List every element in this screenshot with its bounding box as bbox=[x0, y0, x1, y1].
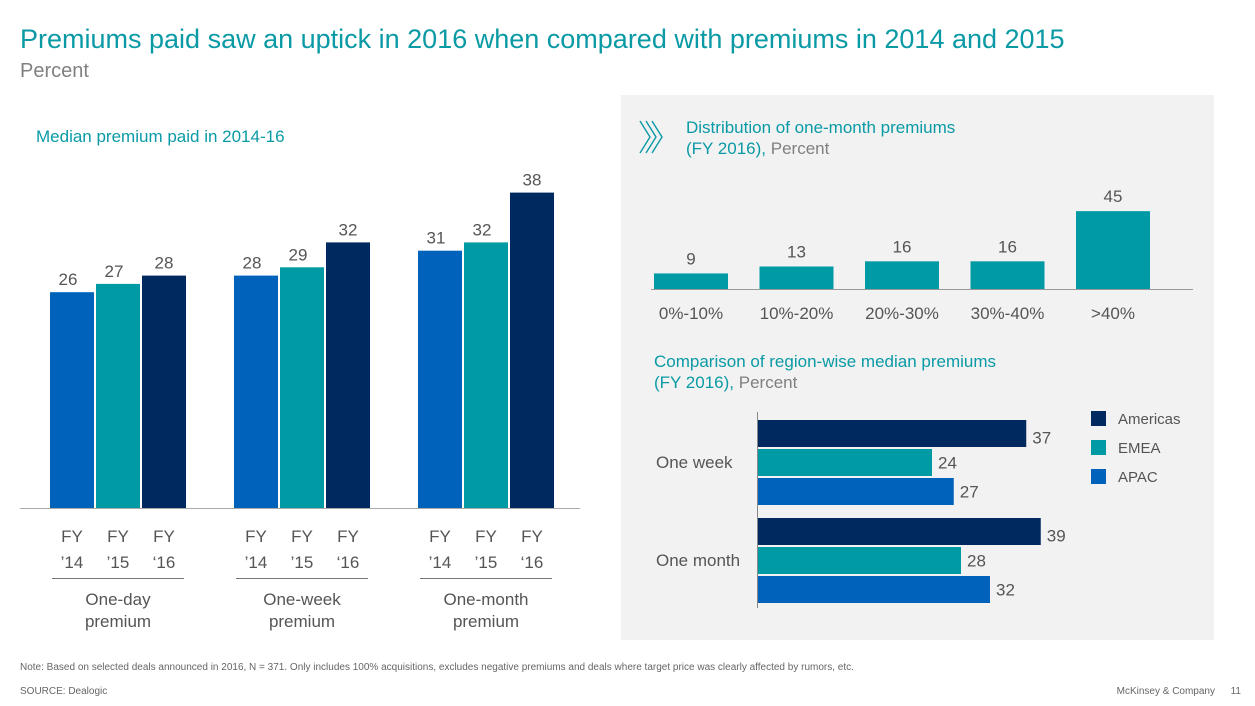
group-label-line1: One-month bbox=[443, 590, 528, 609]
bar-1-1 bbox=[50, 292, 94, 508]
region-value-label: 39 bbox=[1047, 527, 1066, 546]
distribution-value-label: 16 bbox=[998, 237, 1017, 256]
category-label-fy: FY bbox=[291, 527, 313, 546]
distribution-chart: 9 0%-10% 13 10%-20% 16 20%-30% 16 30%-40% 45 >40% bbox=[651, 187, 1193, 323]
bar-2-2 bbox=[280, 267, 324, 508]
legend-label: Americas bbox=[1118, 411, 1181, 428]
distribution-bar-2 bbox=[759, 266, 834, 289]
distribution-bar-5 bbox=[1076, 211, 1150, 289]
distribution-category-label: 10%-20% bbox=[760, 304, 834, 323]
region-value-label: 32 bbox=[996, 581, 1015, 600]
category-label-fy: FY bbox=[61, 527, 83, 546]
bar-2-3 bbox=[326, 242, 370, 508]
region-bar-1-1 bbox=[758, 420, 1027, 447]
legend-swatch-americas bbox=[1091, 411, 1106, 426]
bar-1-3 bbox=[142, 275, 186, 508]
category-label-year: ‘16 bbox=[153, 553, 176, 572]
bar-value-label: 38 bbox=[523, 171, 542, 190]
category-label-year: ‘16 bbox=[337, 553, 360, 572]
distribution-value-label: 13 bbox=[787, 243, 806, 262]
legend-swatch-emea bbox=[1091, 440, 1106, 455]
region-title-line1: Comparison of region-wise median premium… bbox=[654, 352, 997, 371]
group-label-line1: One-week bbox=[263, 590, 341, 609]
distribution-category-label: 0%-10% bbox=[659, 304, 723, 323]
bar-value-label: 32 bbox=[473, 220, 492, 239]
distribution-category-label: 20%-30% bbox=[865, 304, 939, 323]
category-label-year: ‘16 bbox=[521, 553, 544, 572]
category-label-fy: FY bbox=[429, 527, 451, 546]
category-label-fy: FY bbox=[475, 527, 497, 546]
category-label-fy: FY bbox=[153, 527, 175, 546]
group-label-line1: One-day bbox=[85, 590, 151, 609]
distribution-value-label: 16 bbox=[893, 237, 912, 256]
median-premium-chart: 262831272932283238FY’14FY’15FY‘16One-day… bbox=[20, 171, 580, 631]
category-label-year: ’15 bbox=[107, 553, 130, 572]
distribution-chart-title: Distribution of one-month premiums (FY 2… bbox=[686, 117, 955, 159]
page-title: Premiums paid saw an uptick in 2016 when… bbox=[20, 24, 1065, 54]
bar-value-label: 31 bbox=[427, 229, 446, 248]
category-label-year: ’15 bbox=[291, 553, 314, 572]
bar-value-label: 29 bbox=[289, 245, 308, 264]
group-label-line2: premium bbox=[269, 612, 335, 631]
distribution-unit: Percent bbox=[766, 139, 830, 158]
source-note: SOURCE: Dealogic bbox=[20, 686, 108, 697]
distribution-title-line2: (FY 2016), bbox=[686, 139, 767, 158]
region-value-label: 37 bbox=[1032, 429, 1051, 448]
double-chevron-right-icon bbox=[639, 120, 663, 154]
region-title-line2: (FY 2016), bbox=[654, 373, 735, 392]
footnote: Note: Based on selected deals announced … bbox=[20, 662, 854, 673]
median-chart-title: Median premium paid in 2014-16 bbox=[36, 127, 285, 146]
page-subtitle: Percent bbox=[20, 60, 89, 82]
group-label-line2: premium bbox=[85, 612, 151, 631]
region-bar-2-1 bbox=[758, 518, 1041, 545]
region-unit: Percent bbox=[734, 373, 798, 392]
region-chart-title: Comparison of region-wise median premium… bbox=[654, 351, 996, 393]
distribution-category-label: 30%-40% bbox=[971, 304, 1045, 323]
category-label-year: ’14 bbox=[61, 553, 84, 572]
bar-value-label: 27 bbox=[105, 262, 124, 281]
bar-value-label: 28 bbox=[155, 254, 174, 273]
group-label-line2: premium bbox=[453, 612, 519, 631]
legend-label: APAC bbox=[1118, 469, 1158, 486]
bar-2-1 bbox=[234, 275, 278, 508]
legend-swatch-apac bbox=[1091, 469, 1106, 484]
region-bar-2-3 bbox=[758, 576, 990, 603]
distribution-bar-3 bbox=[865, 261, 939, 289]
category-label-year: ’15 bbox=[475, 553, 498, 572]
bar-1-2 bbox=[96, 283, 140, 508]
bar-3-3 bbox=[510, 192, 554, 508]
distribution-bar-1 bbox=[654, 273, 728, 289]
bar-value-label: 32 bbox=[339, 220, 358, 239]
region-value-label: 27 bbox=[960, 483, 979, 502]
category-label-fy: FY bbox=[245, 527, 267, 546]
bar-3-2 bbox=[464, 242, 508, 508]
bar-value-label: 26 bbox=[59, 270, 78, 289]
distribution-bar-4 bbox=[970, 261, 1045, 289]
region-value-label: 28 bbox=[967, 552, 986, 571]
region-category-label: One week bbox=[656, 453, 733, 472]
region-value-label: 24 bbox=[938, 454, 957, 473]
category-label-year: ’14 bbox=[245, 553, 268, 572]
brand-label: McKinsey & Company bbox=[1116, 686, 1215, 697]
region-bar-1-3 bbox=[758, 478, 954, 505]
distribution-value-label: 45 bbox=[1104, 187, 1123, 206]
legend-label: EMEA bbox=[1118, 440, 1161, 457]
region-bar-2-2 bbox=[758, 547, 961, 574]
page-number: 11 bbox=[1230, 686, 1241, 697]
distribution-title-line1: Distribution of one-month premiums bbox=[686, 118, 956, 137]
distribution-value-label: 9 bbox=[686, 249, 695, 268]
region-bar-1-2 bbox=[758, 449, 932, 476]
bar-value-label: 28 bbox=[243, 254, 262, 273]
category-label-fy: FY bbox=[521, 527, 543, 546]
category-label-year: ’14 bbox=[429, 553, 452, 572]
category-label-fy: FY bbox=[337, 527, 359, 546]
category-label-fy: FY bbox=[107, 527, 129, 546]
distribution-category-label: >40% bbox=[1091, 304, 1135, 323]
region-category-label: One month bbox=[656, 551, 740, 570]
bar-3-1 bbox=[418, 250, 462, 508]
